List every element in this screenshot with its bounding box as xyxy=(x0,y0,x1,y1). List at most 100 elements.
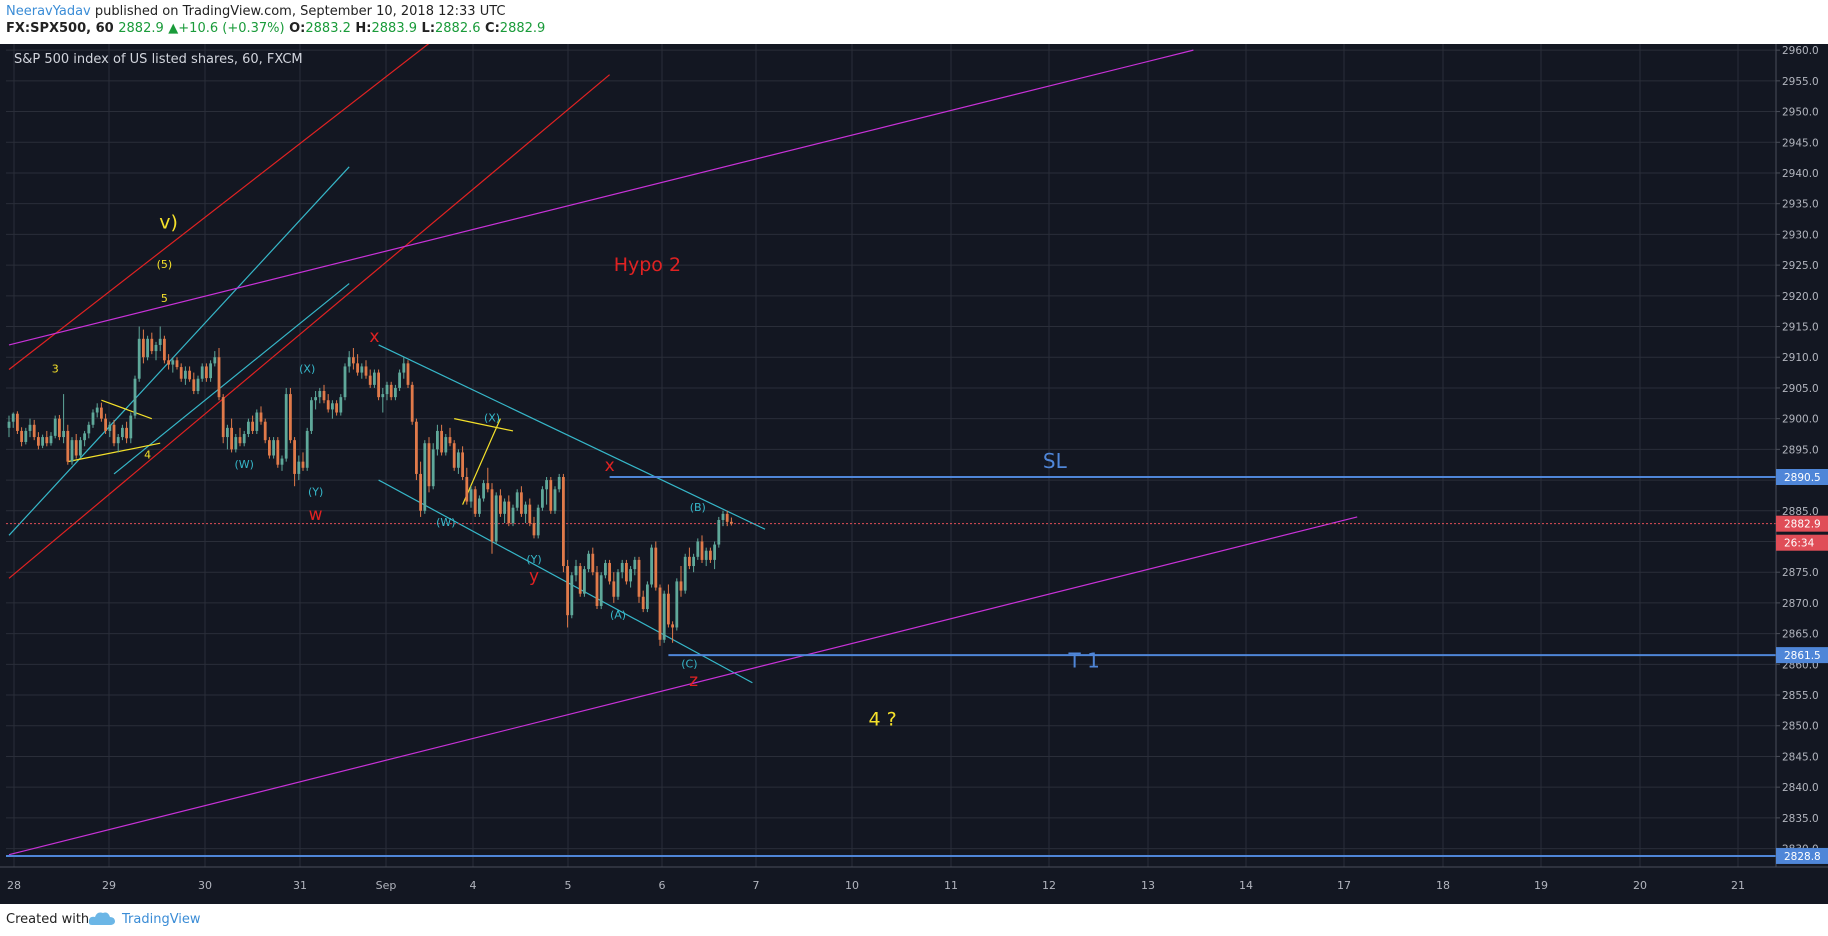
candle-body xyxy=(595,572,599,606)
candle-body xyxy=(612,581,616,597)
price-label-box xyxy=(1776,515,1828,532)
price-chart[interactable]: v)(5)534(W)(X)(Y)wx(X)(W)(Y)yx(B)(A)(C)z… xyxy=(0,44,1828,904)
wave-label: (Y) xyxy=(526,553,541,566)
candle-body xyxy=(32,424,36,438)
candle-body xyxy=(667,593,670,625)
price-scale: 2960.0 2955.0 2950.0 2945.0 2940.0 2935.0 2930… xyxy=(1775,44,1828,904)
candle-body xyxy=(167,360,170,365)
time-tick-label: 31 xyxy=(293,879,307,892)
candle-body xyxy=(482,483,485,499)
candle-body xyxy=(406,363,410,385)
candle-body xyxy=(490,489,494,542)
candle-body xyxy=(553,489,557,511)
candle-body xyxy=(58,418,61,438)
trend-line xyxy=(454,418,514,432)
wave-label: T 1 xyxy=(1068,648,1100,672)
candle-body xyxy=(541,489,544,508)
wave-label: 5 xyxy=(161,292,168,305)
candle-body xyxy=(37,437,40,446)
candle-body xyxy=(293,440,296,474)
price-tick-label: 2895.0 xyxy=(1782,444,1819,456)
candle-body xyxy=(310,400,313,431)
time-tick-label: 7 xyxy=(753,879,760,892)
candle-body xyxy=(658,587,662,640)
candle-body xyxy=(284,394,288,459)
tradingview-cloud-icon xyxy=(88,912,115,925)
wave-label: Hypo 2 xyxy=(614,254,681,276)
candle-body xyxy=(654,547,658,588)
price-tick-label: 2935.0 xyxy=(1782,199,1819,211)
candle-body xyxy=(356,363,359,373)
wave-label: x xyxy=(605,456,615,476)
candle-body xyxy=(448,437,452,444)
candle-body xyxy=(520,492,523,514)
candle-body xyxy=(121,427,124,438)
wave-label: (C) xyxy=(681,657,697,670)
candle-body xyxy=(347,357,351,367)
candle-body xyxy=(562,476,565,567)
candle-body xyxy=(45,437,49,444)
wave-label: (W) xyxy=(234,458,253,471)
trend-line xyxy=(101,399,153,420)
wave-label: SL xyxy=(1043,449,1068,473)
candle-body xyxy=(511,507,515,524)
candle-body xyxy=(352,357,355,364)
wave-label: v) xyxy=(159,211,178,233)
candle-body xyxy=(238,437,242,444)
trend-line xyxy=(8,516,1358,856)
wave-label: 4 xyxy=(144,449,151,462)
candle-body xyxy=(465,476,469,502)
price-tick-label: 2900.0 xyxy=(1782,414,1819,426)
time-tick-label: 12 xyxy=(1042,879,1056,892)
close-value: 2882.9 xyxy=(499,21,546,36)
price-label-box xyxy=(1776,847,1828,864)
candle-body xyxy=(578,566,582,594)
candle-body xyxy=(339,397,343,413)
candle-body xyxy=(591,553,595,573)
candle-body xyxy=(717,519,721,545)
candle-body xyxy=(587,553,590,570)
candle-body xyxy=(713,544,716,560)
trend-line xyxy=(8,44,430,370)
candle-body xyxy=(268,440,271,456)
candle-body xyxy=(688,556,691,567)
time-tick-label: 28 xyxy=(7,879,21,892)
price-tick-label: 2865.0 xyxy=(1782,629,1819,641)
grid-lines xyxy=(6,44,1776,867)
candle-body xyxy=(461,452,464,477)
time-tick-label: 6 xyxy=(659,879,666,892)
candle-body xyxy=(343,366,347,398)
candle-body xyxy=(200,366,204,379)
chart-area[interactable]: v) (5) 5 3 4 (W) (X) (Y) w x (X) (W) (Y) y x (B) (A) (C) z… xyxy=(0,44,1828,904)
author-link[interactable]: NeeravYadav xyxy=(6,4,91,19)
candle-body xyxy=(7,421,11,428)
candle-body xyxy=(650,547,653,585)
candle-body xyxy=(289,394,292,441)
time-tick-label: 20 xyxy=(1633,879,1647,892)
tradingview-brand[interactable]: TradingView xyxy=(122,912,201,927)
candle-body xyxy=(410,384,414,422)
candle-body xyxy=(95,407,99,413)
candle-body xyxy=(721,513,725,520)
candle-body xyxy=(305,430,309,468)
price-tick-label: 2950.0 xyxy=(1782,107,1819,119)
wave-label: 4 ? xyxy=(868,709,896,731)
candle-body xyxy=(679,581,683,591)
candle-body xyxy=(91,412,95,425)
candle-body xyxy=(158,338,162,345)
candle-body xyxy=(637,559,641,597)
candle-body xyxy=(377,372,380,398)
price-tick-label: 2910.0 xyxy=(1782,352,1819,364)
candle-body xyxy=(385,384,389,395)
candle-body xyxy=(41,437,44,446)
wave-label: w xyxy=(309,505,323,525)
candle-body xyxy=(431,449,435,487)
candle-body xyxy=(675,581,679,628)
candle-body xyxy=(28,424,32,431)
candle-body xyxy=(83,433,86,441)
price-tick-label: 2850.0 xyxy=(1782,721,1819,733)
candle-body xyxy=(112,424,116,444)
candle-body xyxy=(154,344,158,352)
candle-body xyxy=(234,437,238,450)
time-tick-label: 11 xyxy=(944,879,958,892)
